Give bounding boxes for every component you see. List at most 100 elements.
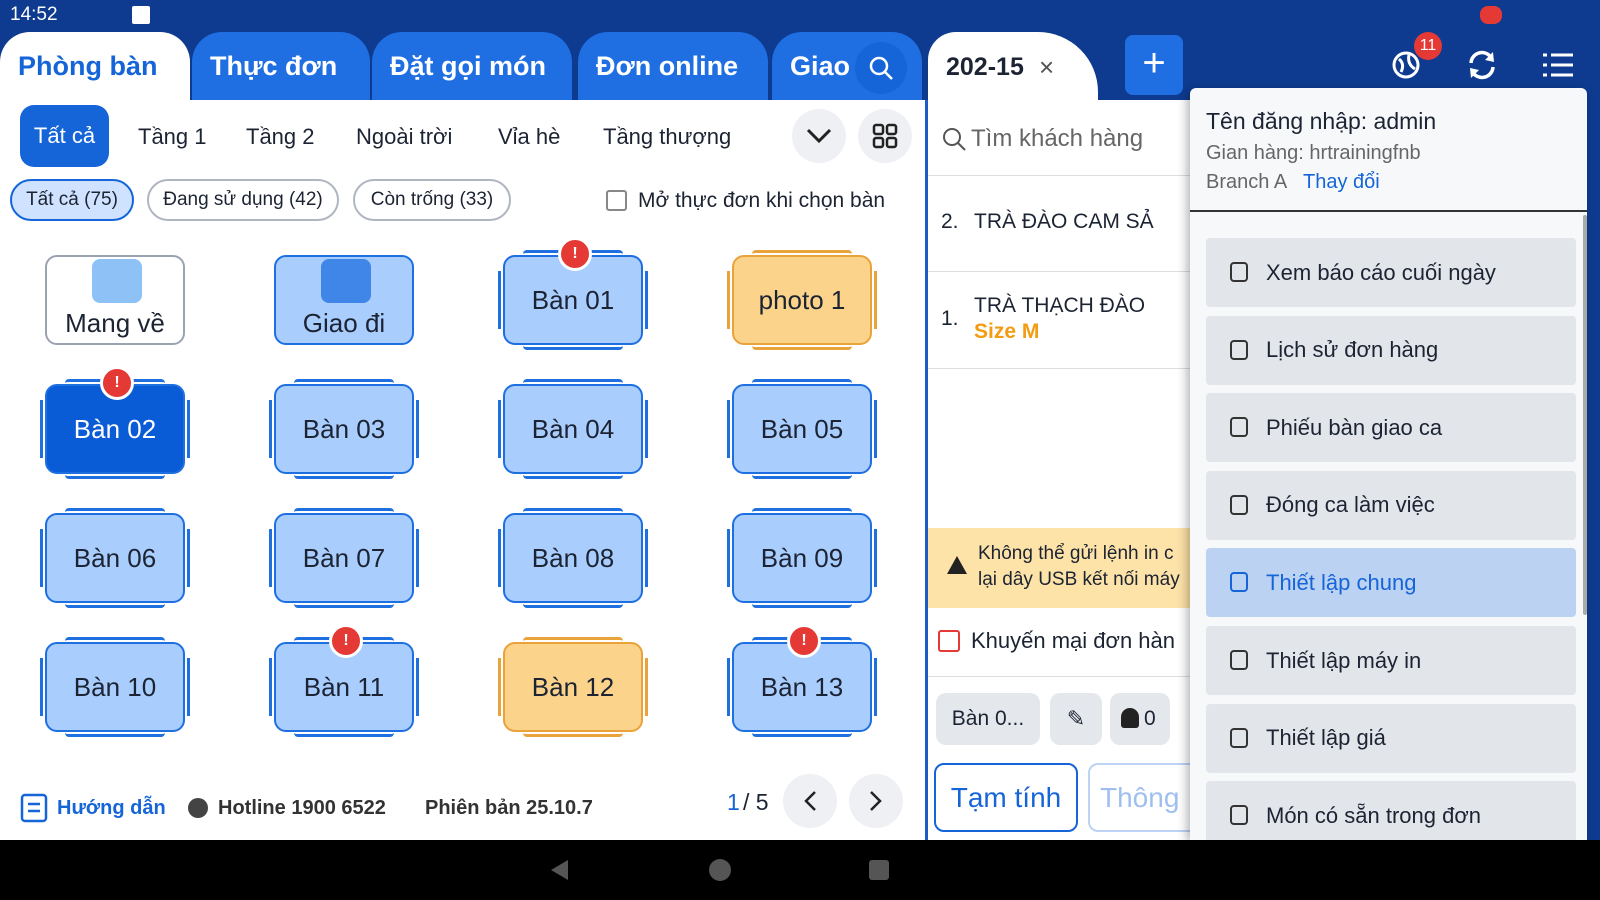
menu-icon	[1230, 572, 1248, 593]
menu-icon	[1230, 805, 1248, 826]
table[interactable]: Bàn 01!	[498, 237, 648, 350]
table[interactable]: Bàn 08	[498, 508, 648, 608]
alert-badge: !	[329, 624, 363, 658]
table[interactable]: Bàn 06	[40, 508, 190, 608]
print-warning: Không thể gửi lệnh in c lại dây USB kết …	[928, 528, 1190, 608]
prev-page[interactable]	[783, 774, 837, 828]
delivery-icon	[321, 259, 371, 303]
table[interactable]: Bàn 02!	[40, 366, 190, 479]
checkbox[interactable]	[606, 190, 627, 211]
filter-chip[interactable]: Tất cả (75)	[10, 179, 134, 221]
next-page[interactable]	[849, 774, 903, 828]
item-index: 1.	[941, 307, 959, 330]
back-button[interactable]	[548, 858, 572, 882]
subtotal-button[interactable]: Tạm tính	[934, 763, 1078, 832]
refresh-button[interactable]	[1466, 50, 1498, 80]
filter-chip[interactable]: Đang sử dụng (42)	[147, 179, 339, 221]
item-index: 2.	[941, 210, 959, 233]
gift-icon	[938, 630, 960, 652]
separator	[1190, 210, 1587, 212]
table[interactable]: Bàn 04	[498, 379, 648, 479]
menu-icon	[1230, 494, 1248, 515]
table[interactable]: Bàn 13!	[727, 624, 877, 737]
menu-item[interactable]: Thiết lập máy in	[1206, 626, 1576, 695]
separator	[928, 175, 1190, 176]
filter-chip[interactable]: Còn trống (33)	[353, 179, 511, 221]
tab[interactable]: Đơn online	[578, 32, 768, 100]
menu-icon	[1230, 262, 1248, 282]
table[interactable]: Bàn 07	[269, 508, 419, 608]
table-label: Bàn 05	[760, 413, 844, 444]
menu-item[interactable]: Đóng ca làm việc	[1206, 470, 1576, 540]
info-button[interactable]: Thông	[1088, 763, 1190, 832]
table-label: Bàn 03	[302, 413, 386, 444]
floor-tab[interactable]: Tầng 2	[246, 124, 315, 149]
menu-label: Lịch sử đơn hàng	[1266, 337, 1439, 363]
menu-item[interactable]: Thiết lập chung	[1206, 548, 1576, 618]
menu-item[interactable]: Lịch sử đơn hàng	[1206, 315, 1576, 385]
table[interactable]: photo 1	[727, 250, 877, 350]
home-button[interactable]	[709, 859, 731, 881]
floor-tab[interactable]: Ngoài trời	[356, 124, 453, 149]
floor-tab[interactable]: Tầng 1	[138, 124, 207, 149]
close-order[interactable]: ×	[1039, 52, 1055, 82]
alert-badge: !	[100, 366, 134, 400]
checkbox-label[interactable]: Mở thực đơn khi chọn bàn	[638, 189, 886, 212]
table[interactable]: Giao đi	[274, 255, 414, 345]
table[interactable]: Mang về	[45, 255, 185, 345]
language-button[interactable]	[1391, 50, 1421, 80]
table-label: photo 1	[758, 284, 846, 315]
table[interactable]: Bàn 03	[269, 379, 419, 479]
customer-search[interactable]: Tìm khách hàng	[971, 125, 1144, 152]
promotion[interactable]: Khuyến mại đơn hàn	[971, 628, 1176, 653]
guide-link[interactable]: Hướng dẫn	[57, 797, 166, 819]
menu-item[interactable]: Món có sẵn trong đơn	[1206, 781, 1576, 851]
table[interactable]: Bàn 05	[727, 379, 877, 479]
menu-item[interactable]: Thiết lập giá	[1206, 703, 1576, 773]
item-option: Size M	[974, 320, 1040, 343]
guest-button[interactable]: 0	[1110, 693, 1170, 745]
warning-line: Không thể gửi lệnh in c	[978, 543, 1174, 564]
tab[interactable]: Thực đơn	[192, 32, 370, 100]
grid-button[interactable]	[858, 109, 912, 163]
table-label: Bàn 01	[531, 284, 615, 315]
table[interactable]: Bàn 09	[727, 508, 877, 608]
edit-button[interactable]: ✎	[1050, 693, 1102, 745]
table[interactable]: Bàn 10	[40, 637, 190, 737]
table-button[interactable]: Bàn 0...	[936, 693, 1040, 745]
table-label: Bàn 08	[531, 542, 615, 573]
order-id: 202-15	[946, 53, 1024, 81]
change-branch[interactable]: Thay đổi	[1303, 171, 1380, 193]
tab[interactable]: Đặt gọi món	[372, 32, 572, 100]
menu-icon	[1230, 650, 1248, 670]
menu-label: Đóng ca làm việc	[1266, 492, 1435, 518]
tab[interactable]: Phòng bàn	[0, 32, 190, 100]
table[interactable]: Bàn 11!	[269, 624, 419, 737]
table[interactable]: Bàn 12	[498, 637, 648, 737]
table-label: Giao đi	[302, 308, 386, 338]
nav-bar	[0, 840, 1600, 900]
table-label: Bàn 12	[531, 671, 615, 702]
search-button[interactable]	[855, 42, 907, 94]
item-name: TRÀ ĐÀO CAM SẢ	[974, 210, 1154, 233]
menu-button[interactable]	[1543, 52, 1573, 78]
order-tab[interactable]	[928, 32, 1098, 100]
menu-item[interactable]: Xem báo cáo cuối ngày	[1206, 238, 1576, 307]
hotline: Hotline 1900 6522	[218, 797, 386, 819]
status-icon	[1480, 6, 1502, 24]
floor-tab[interactable]: Tầng thượng	[603, 124, 732, 149]
table-label: Mang về	[65, 308, 165, 338]
branch-name: Branch A	[1206, 171, 1288, 193]
expand-button[interactable]	[792, 109, 846, 163]
recents-button[interactable]	[869, 860, 889, 880]
floor-tab[interactable]: Tất cả	[20, 105, 109, 167]
separator	[928, 271, 1190, 272]
floor-tab[interactable]: Vỉa hè	[498, 124, 561, 149]
menu-label: Thiết lập máy in	[1266, 647, 1422, 673]
guest-count: 0	[1144, 707, 1156, 730]
add-order[interactable]: +	[1125, 35, 1183, 95]
menu-icon	[1230, 339, 1248, 360]
menu-item[interactable]: Phiếu bàn giao ca	[1206, 393, 1576, 463]
divider	[925, 100, 928, 840]
